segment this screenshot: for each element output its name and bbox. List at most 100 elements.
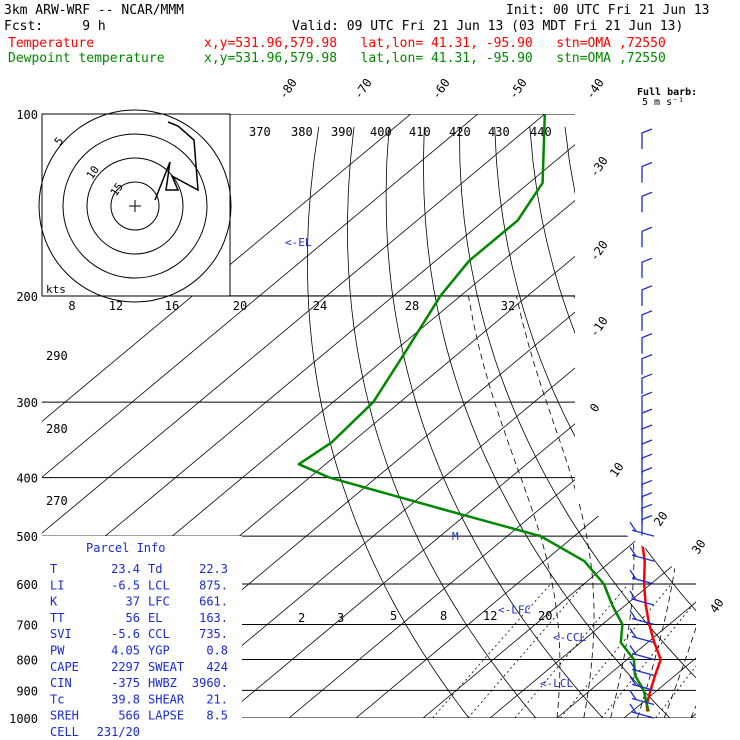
wind-barb: [641, 161, 653, 183]
pressure-tick-label: 300: [16, 396, 38, 410]
wind-barb: [641, 333, 653, 354]
parcel-value: 661.: [199, 595, 228, 609]
moist-adiabat: [663, 295, 696, 718]
wind-barb: [641, 479, 653, 501]
level-label: <-CCL: [553, 631, 586, 644]
parcel-key: PW: [50, 644, 65, 658]
isotherm-label: 0: [587, 401, 603, 415]
pressure-tick-label: 800: [16, 653, 38, 667]
barb-note-unit: 5 m s⁻¹: [642, 97, 684, 108]
parcel-title: Parcel Info: [86, 541, 165, 555]
parcel-key: Td: [148, 562, 162, 576]
parcel-key: YGP: [148, 644, 170, 658]
parcel-key: SWEAT: [148, 660, 184, 674]
wind-barb: [629, 521, 655, 537]
isotherm-line: [288, 114, 696, 718]
speed-tick-label: 28: [405, 299, 419, 313]
wind-barb: [641, 408, 653, 430]
parcel-key: SVI: [50, 627, 72, 641]
isotherm-line: [221, 114, 696, 718]
dry-adiabat: [634, 126, 696, 718]
mixing-ratio-line: [655, 583, 696, 718]
mixing-ratio-line: [560, 583, 672, 718]
speed-tick-label: 16: [165, 299, 179, 313]
parcel-value: 22.3: [199, 562, 228, 576]
parcel-key: LAPSE: [148, 709, 184, 723]
parcel-value: 4.05: [111, 644, 140, 658]
parcel-value: 23.4: [111, 562, 140, 576]
parcel-value: -375: [111, 676, 140, 690]
wind-barb: [629, 645, 655, 661]
dewpoint-location: x,y=531.96,579.98 lat,lon= 41.31, -95.90…: [204, 51, 666, 66]
theta-label: 270: [46, 494, 68, 508]
isotherm-line: [42, 114, 546, 718]
temperature-profile: [613, 114, 696, 712]
moist-adiabat: [468, 295, 561, 718]
wind-barb: [641, 514, 653, 536]
isotherm-label: -80: [276, 76, 300, 102]
parcel-key: CCL: [148, 627, 170, 641]
forecast-hour: Fcst: 9 h: [4, 19, 106, 34]
moist-adiabat: [690, 295, 696, 718]
parcel-key: TT: [50, 611, 64, 625]
mixing-ratio-line: [601, 583, 696, 718]
moist-adiabat: [573, 295, 635, 718]
isotherm-label: 10: [607, 460, 627, 480]
hodograph-ring-label: 10: [84, 163, 102, 181]
wind-barb: [641, 226, 653, 248]
hodograph-trace: [154, 121, 199, 201]
dry-adiabat: [670, 126, 696, 718]
mixing-ratio-line: [514, 583, 629, 718]
parcel-value: 566: [118, 709, 140, 723]
parcel-value: 21.: [206, 692, 228, 706]
parcel-key: Tc: [50, 692, 64, 706]
level-label: <-LFC: [498, 603, 531, 616]
wind-barb: [629, 569, 655, 585]
isotherm-line: [42, 114, 412, 718]
temperature-location: x,y=531.96,579.98 lat,lon= 41.31, -95.90…: [204, 36, 666, 51]
theta-label: 400: [370, 125, 392, 139]
wind-barb: [641, 128, 653, 150]
theta-label: 420: [449, 125, 471, 139]
isotherm-line: [690, 114, 696, 718]
parcel-value: 231/20: [97, 725, 140, 739]
init-time: Init: 00 UTC Fri 21 Jun 13: [506, 3, 710, 18]
wind-barb: [641, 467, 653, 488]
isotherm-label: -30: [587, 154, 611, 180]
mid-marker: M: [452, 530, 459, 543]
isotherm-label: -70: [351, 76, 375, 102]
parcel-value: -5.6: [111, 627, 140, 641]
parcel-value: -6.5: [111, 578, 140, 592]
theta-label: 390: [331, 125, 353, 139]
moist-adiabat: [516, 295, 595, 718]
mixing-ratio-label: 20: [538, 609, 552, 623]
parcel-key: K: [50, 595, 58, 609]
dry-adiabat: [306, 126, 480, 718]
isotherm-line: [556, 114, 696, 718]
parcel-key: LCL: [148, 578, 170, 592]
parcel-value: 875.: [199, 578, 228, 592]
wind-barb: [641, 453, 653, 475]
theta-label: 440: [530, 125, 552, 139]
isotherm-label: -60: [429, 76, 453, 102]
wind-barb: [629, 610, 655, 626]
pressure-tick-label: 600: [16, 578, 38, 592]
wind-barb: [629, 676, 655, 691]
wind-barbs: [629, 128, 655, 719]
hodograph-frame: [41, 113, 231, 297]
level-label: <-EL: [285, 236, 312, 249]
dry-adiabat: [347, 126, 548, 718]
wind-barb: [629, 703, 655, 719]
parcel-value: 735.: [199, 627, 228, 641]
parcel-key: CAPE: [50, 660, 79, 674]
dewpoint-legend: Dewpoint temperature: [8, 51, 165, 66]
parcel-value: 39.8: [111, 692, 140, 706]
isotherm-label: 40: [707, 596, 727, 616]
speed-tick-label: 32: [501, 299, 515, 313]
parcel-value: 8.5: [206, 709, 228, 723]
pressure-tick-label: 500: [16, 530, 38, 544]
mixing-ratio-label: 5: [390, 609, 397, 623]
dry-adiabat: [385, 126, 616, 718]
temperature-legend: Temperature: [8, 36, 94, 51]
